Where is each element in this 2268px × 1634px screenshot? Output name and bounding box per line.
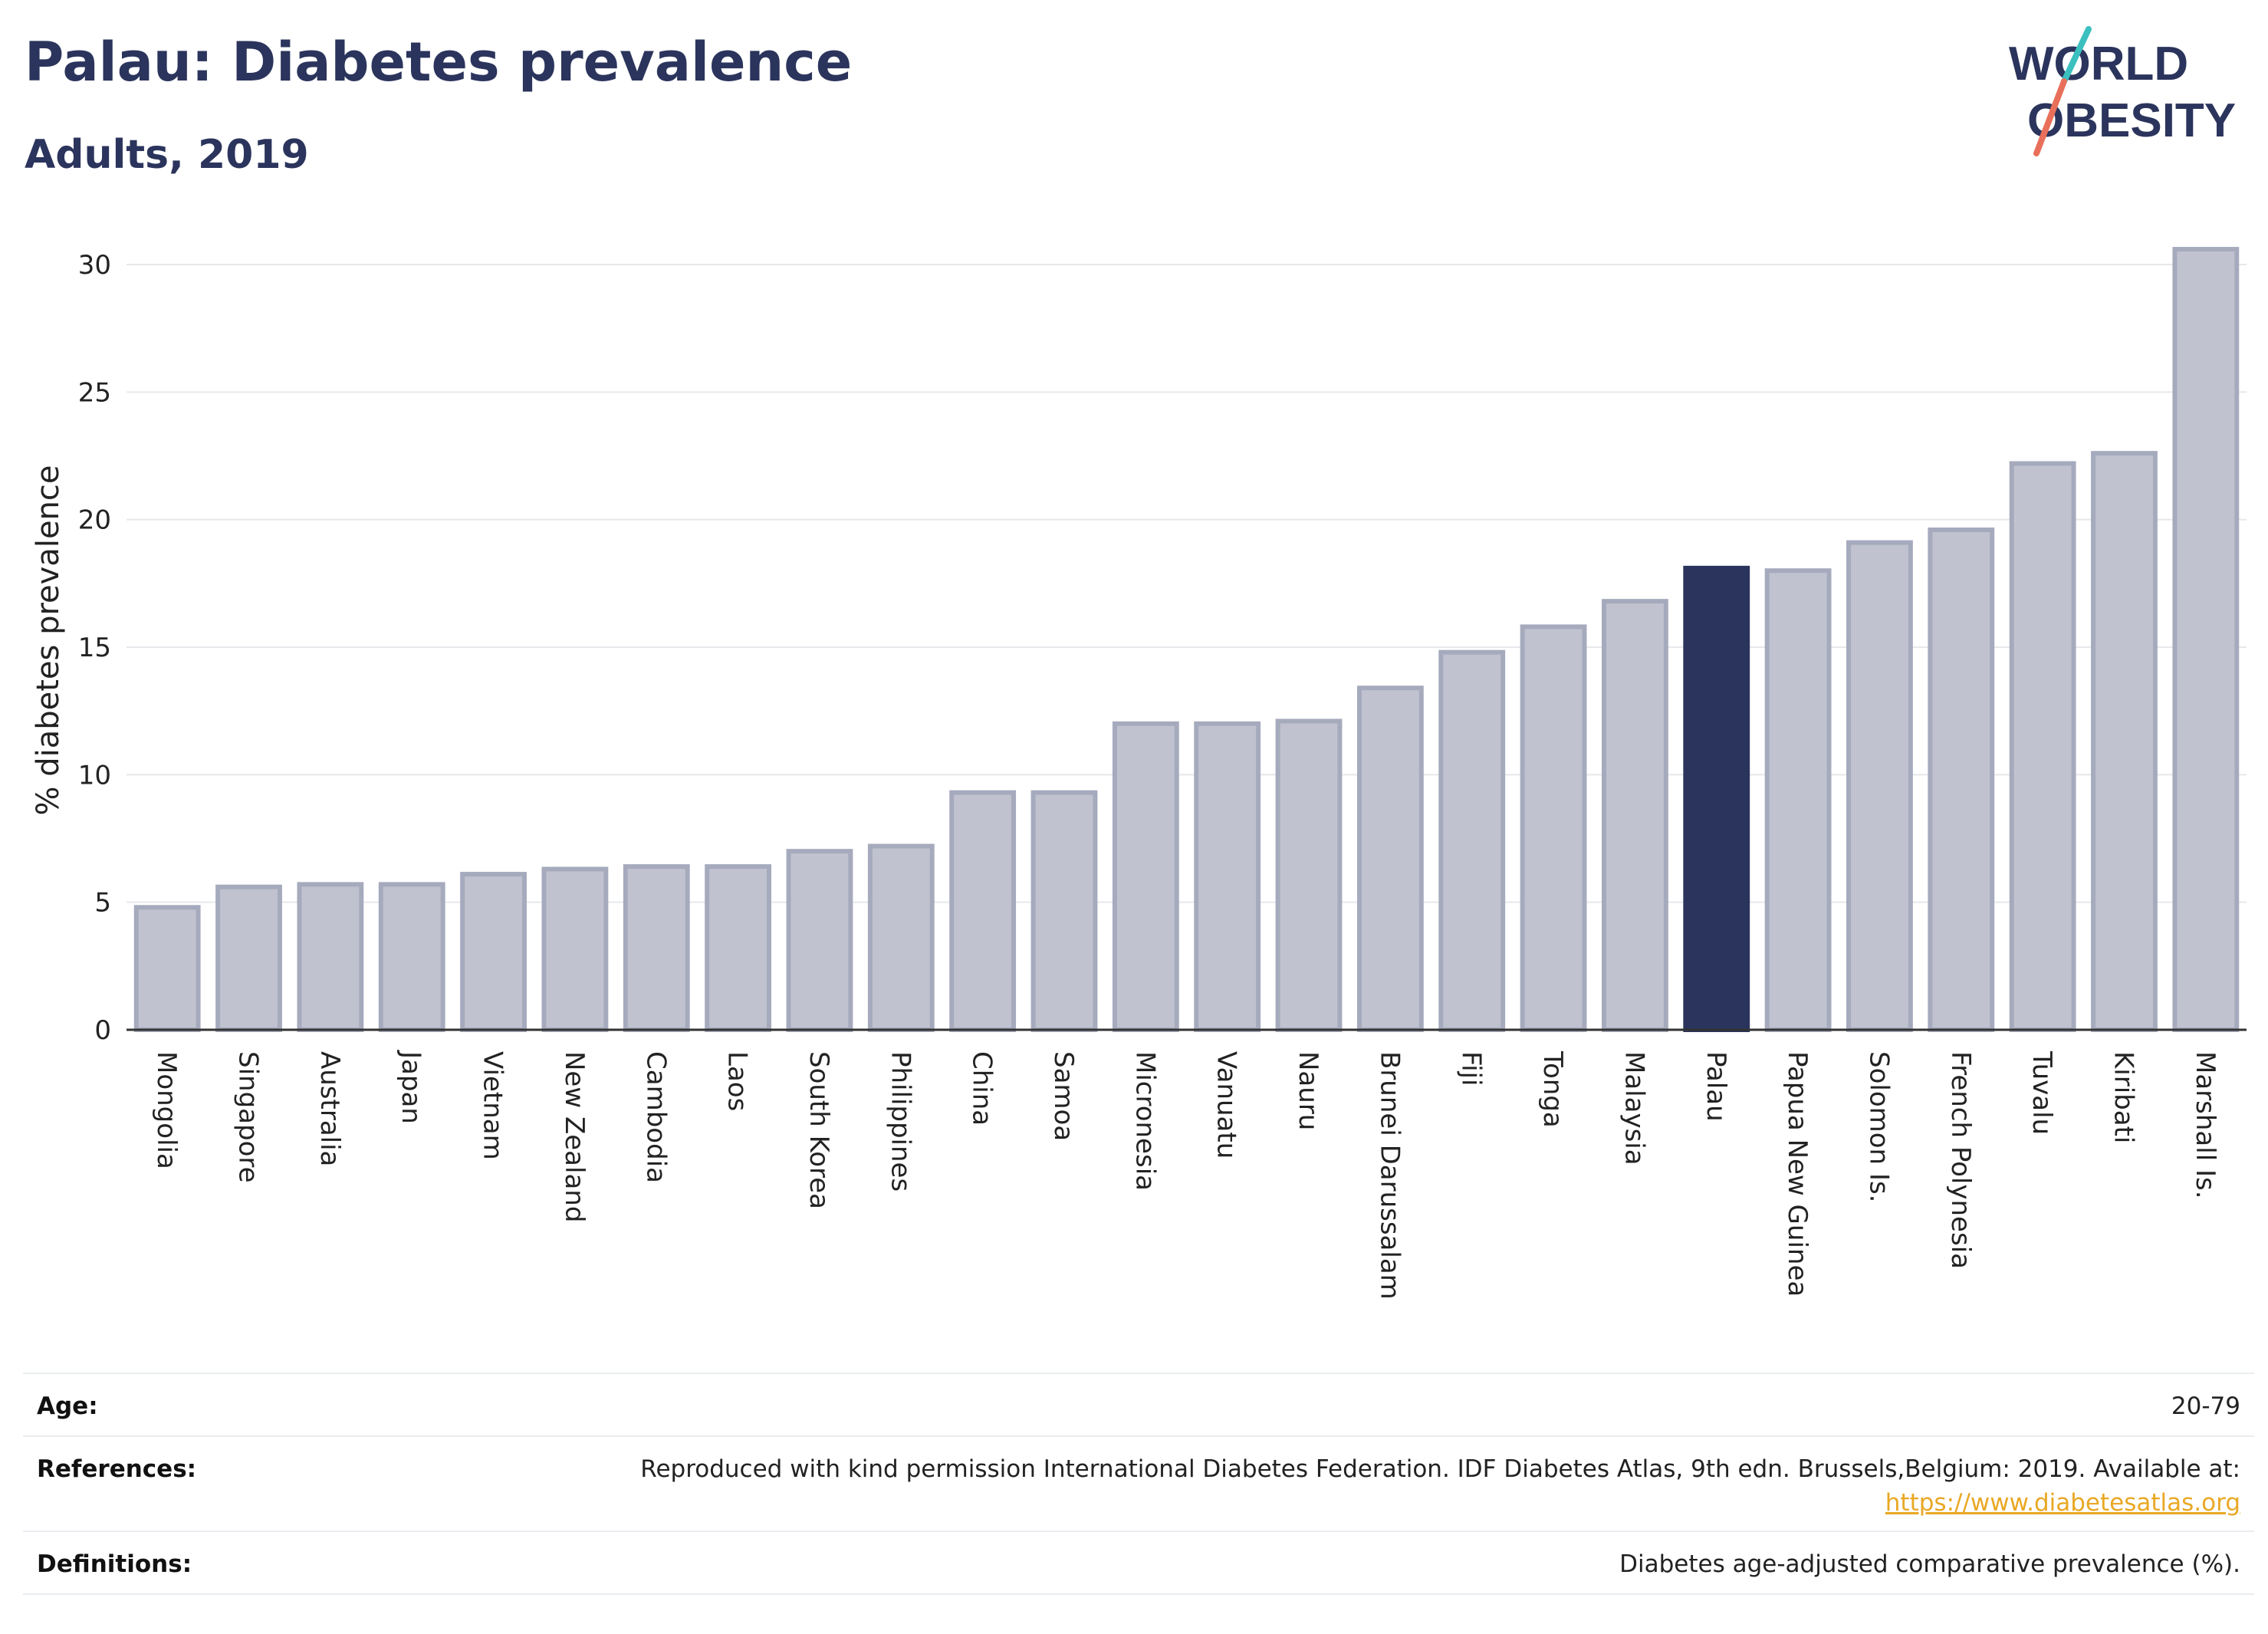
- x-tick-label: Solomon Is.: [1863, 1051, 1894, 1202]
- bar-nauru: [1275, 718, 1343, 1032]
- x-tick-label: Marshall Is.: [2190, 1051, 2220, 1199]
- x-tick-label: Mongolia: [151, 1051, 182, 1169]
- x-tick-label: Nauru: [1293, 1051, 1323, 1130]
- meta-row-definitions: Definitions: Diabetes age-adjusted compa…: [23, 1530, 2254, 1595]
- x-tick-label: Vietnam: [478, 1051, 508, 1160]
- references-text: Reproduced with kind permission Internat…: [640, 1455, 2240, 1483]
- bar-tonga: [1520, 624, 1587, 1032]
- x-tick-label: Kiribati: [2108, 1051, 2138, 1143]
- y-tick-label: 10: [78, 760, 111, 791]
- bar-samoa: [1030, 790, 1098, 1032]
- meta-row-age: Age: 20-79: [23, 1373, 2254, 1435]
- x-tick-label: Australia: [314, 1051, 345, 1166]
- y-tick-label: 30: [78, 250, 111, 281]
- x-tick-label: Tonga: [1537, 1050, 1568, 1128]
- bar-brunei-darussalam: [1356, 685, 1424, 1033]
- chart-subtitle: Adults, 2019: [25, 132, 309, 178]
- y-tick-label: 25: [78, 377, 111, 408]
- x-tick-label: Brunei Darussalam: [1374, 1051, 1405, 1300]
- x-tick-label: Singapore: [233, 1051, 264, 1183]
- bar-malaysia: [1601, 599, 1668, 1032]
- bars-layer: [133, 247, 2240, 1033]
- x-tick-label: Tuvalu: [2026, 1050, 2057, 1135]
- x-tick-label: French Polynesia: [1945, 1051, 1976, 1269]
- bar-south-korea: [786, 849, 853, 1032]
- bar-new-zealand: [541, 866, 609, 1033]
- bar-singapore: [215, 884, 282, 1032]
- x-tick-label: Palau: [1701, 1051, 1731, 1122]
- bar-vanuatu: [1194, 721, 1261, 1032]
- x-tick-label: Papua New Guinea: [1782, 1051, 1813, 1297]
- bar-palau: [1683, 565, 1750, 1032]
- bar-philippines: [867, 843, 935, 1032]
- x-tick-label: Philippines: [885, 1051, 915, 1192]
- y-tick-label: 15: [78, 633, 111, 663]
- logo-slash-coral: [2033, 78, 2067, 156]
- references-value: Reproduced with kind permission Internat…: [477, 1452, 2240, 1520]
- x-tick-label: Japan: [396, 1050, 426, 1124]
- references-link[interactable]: https://www.diabetesatlas.org: [1885, 1489, 2240, 1517]
- x-tick-label: Cambodia: [640, 1051, 671, 1183]
- bar-solomon-is: [1846, 540, 1913, 1032]
- bar-marshall-is: [2172, 247, 2240, 1033]
- bar-micronesia: [1112, 721, 1179, 1032]
- bar-fiji: [1438, 649, 1506, 1032]
- y-tick-label: 5: [94, 888, 111, 919]
- x-tick-label: Fiji: [1456, 1051, 1487, 1086]
- y-axis-label: % diabetes prevalence: [31, 465, 66, 815]
- logo-slash-teal: [2061, 26, 2092, 84]
- bar-kiribati: [2091, 451, 2158, 1032]
- bar-papua-new-guinea: [1764, 568, 1832, 1032]
- logo-line1: WORLD: [2009, 38, 2188, 90]
- bar-mongolia: [133, 905, 201, 1032]
- bar-french-polynesia: [1928, 527, 1995, 1032]
- chart-title: Palau: Diabetes prevalence: [25, 31, 853, 94]
- definitions-value: Diabetes age-adjusted comparative preval…: [1619, 1550, 2240, 1578]
- bar-laos: [705, 864, 772, 1033]
- bar-cambodia: [623, 864, 690, 1033]
- age-value: 20-79: [2171, 1392, 2240, 1420]
- age-label: Age:: [37, 1392, 98, 1420]
- definitions-label: Definitions:: [37, 1550, 192, 1578]
- x-tick-label: Vanuatu: [1211, 1051, 1242, 1159]
- x-tick-label: Samoa: [1048, 1051, 1079, 1141]
- references-label: References:: [37, 1455, 197, 1483]
- bar-china: [949, 790, 1017, 1032]
- logo-line2: OBESITY: [2027, 94, 2236, 147]
- x-tick-label: Laos: [722, 1051, 753, 1111]
- bar-japan: [378, 882, 445, 1032]
- x-tick-label: South Korea: [804, 1051, 834, 1209]
- meta-row-references: References: Reproduced with kind permiss…: [23, 1435, 2254, 1529]
- bar-australia: [297, 882, 364, 1032]
- x-tick-label: Micronesia: [1129, 1051, 1160, 1191]
- x-tick-label: New Zealand: [559, 1051, 590, 1222]
- bar-chart: 0 5 10 15 20 25 30 Mongolia Singapore Australia Ja…: [31, 247, 2247, 1300]
- y-tick-label: 0: [94, 1015, 111, 1046]
- x-tick-label: China: [967, 1051, 998, 1126]
- axis-layer: 0 5 10 15 20 25 30 Mongolia Singapore Australia Ja…: [78, 250, 2247, 1300]
- bar-vietnam: [460, 872, 527, 1033]
- bar-tuvalu: [2009, 461, 2076, 1032]
- y-tick-label: 20: [78, 505, 111, 536]
- x-tick-label: Malaysia: [1619, 1051, 1649, 1165]
- world-obesity-logo: WORLD OBESITY: [2009, 26, 2236, 156]
